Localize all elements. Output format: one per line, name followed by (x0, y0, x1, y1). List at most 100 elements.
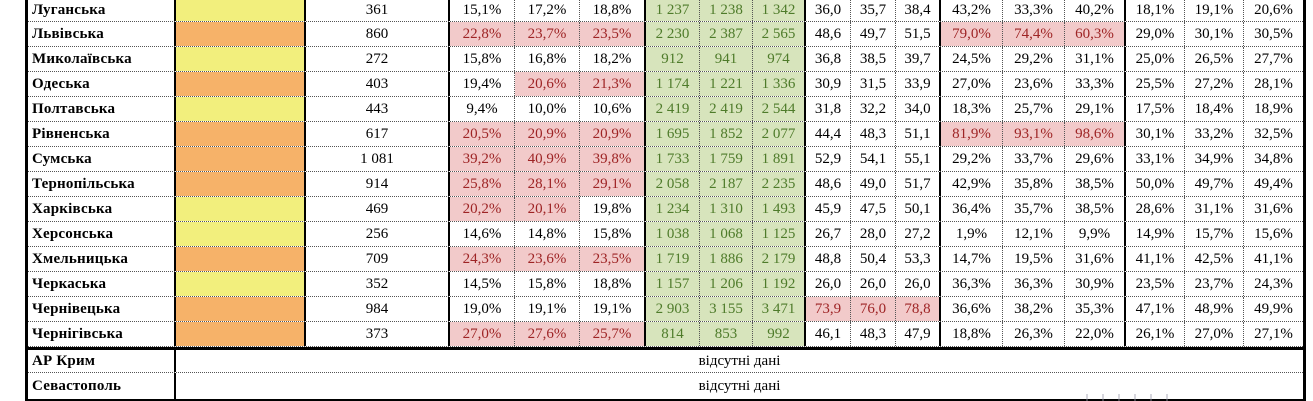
dec-cell: 44,4 (806, 122, 851, 146)
abs-cell: 3 471 (753, 297, 806, 321)
pct-cell: 29,1% (1065, 97, 1126, 121)
abs-cell: 1 493 (753, 197, 806, 221)
dec-cell: 48,3 (851, 322, 896, 346)
abs-cell: 1 695 (646, 122, 700, 146)
pct-cell: 18,3% (941, 97, 1003, 121)
dec-cell: 27,2 (896, 222, 941, 246)
dec-cell: 51,1 (896, 122, 941, 146)
fill-swatch-cell (176, 97, 306, 121)
abs-cell: 1 342 (753, 0, 806, 21)
dec-cell: 34,0 (896, 97, 941, 121)
merged-missing-data-cell: відсутні дані (698, 352, 781, 369)
count-cell: 256 (306, 222, 450, 246)
pct-cell: 9,4% (450, 97, 515, 121)
count-cell: 403 (306, 72, 450, 96)
count-cell: 272 (306, 47, 450, 71)
pct-cell: 30,9% (1065, 272, 1126, 296)
dec-cell: 26,0 (851, 272, 896, 296)
fill-swatch-cell (176, 222, 306, 246)
pct-cell: 27,1% (1254, 325, 1293, 342)
pct-cell: 49,9% (1254, 300, 1293, 317)
region-cell: Хмельницька (28, 247, 176, 271)
pct-cell: 34,9% (1185, 147, 1244, 171)
pct-cell: 31,6% (1065, 247, 1126, 271)
pct-cell: 1,9% (941, 222, 1003, 246)
pct-cell: 20,6% (515, 72, 580, 96)
region-cell: Севастополь (28, 373, 176, 399)
pct-cell: 20,2% (450, 197, 515, 221)
pct-cell: 15,6% (1254, 225, 1293, 242)
abs-cell: 2 544 (753, 97, 806, 121)
count-cell: 352 (306, 272, 450, 296)
pct-cell: 33,7% (1003, 147, 1065, 171)
table-row: Луганська 361 15,1% 17,2% 18,8% 1 237 1 238 1 3… (28, 0, 1303, 22)
pct-cell: 39,8% (580, 147, 646, 171)
pct-cell: 25,5% (1126, 72, 1185, 96)
pct-cell: 15,1% (450, 0, 515, 21)
pct-cell: 23,5% (1126, 272, 1185, 296)
dec-cell: 32,2 (851, 97, 896, 121)
abs-cell: 2 187 (700, 172, 753, 196)
dec-cell: 73,9 (806, 297, 851, 321)
dec-cell: 50,4 (851, 247, 896, 271)
pct-cell: 50,0% (1126, 172, 1185, 196)
pct-cell: 74,4% (1003, 22, 1065, 46)
abs-cell: 1 125 (753, 222, 806, 246)
pct-cell: 20,1% (515, 197, 580, 221)
abs-cell: 1 206 (700, 272, 753, 296)
pct-cell: 41,1% (1126, 247, 1185, 271)
region-cell: Харківська (28, 197, 176, 221)
pct-cell: 15,7% (1185, 222, 1244, 246)
pct-cell: 20,9% (515, 122, 580, 146)
abs-cell: 1 192 (753, 272, 806, 296)
pct-cell: 33,3% (1065, 72, 1126, 96)
fill-swatch-cell (176, 22, 306, 46)
dec-cell: 47,5 (851, 197, 896, 221)
pct-cell: 25,0% (1126, 47, 1185, 71)
fill-swatch-cell (176, 247, 306, 271)
pct-cell: 49,4% (1254, 175, 1293, 192)
pct-cell: 23,7% (515, 22, 580, 46)
table-row: Рівненська 617 20,5% 20,9% 20,9% 1 695 1 852 2 … (28, 122, 1303, 147)
pct-cell: 28,6% (1126, 197, 1185, 221)
pct-cell: 19,8% (580, 197, 646, 221)
pct-cell: 49,7% (1185, 172, 1244, 196)
pct-cell: 29,2% (1003, 47, 1065, 71)
pct-cell: 14,9% (1126, 222, 1185, 246)
fill-swatch-cell (176, 197, 306, 221)
abs-cell: 1 336 (753, 72, 806, 96)
pct-cell: 27,0% (941, 72, 1003, 96)
table-row: Львівська 860 22,8% 23,7% 23,5% 2 230 2 387 2 5… (28, 22, 1303, 47)
dec-cell: 26,7 (806, 222, 851, 246)
pct-cell: 40,9% (515, 147, 580, 171)
pct-cell: 18,8% (580, 272, 646, 296)
pct-cell: 31,1% (1065, 47, 1126, 71)
abs-cell: 992 (753, 322, 806, 346)
abs-cell: 2 903 (646, 297, 700, 321)
pct-cell: 30,5% (1254, 25, 1293, 42)
table-row: Севастополь відсутні дані (28, 373, 1303, 399)
region-cell: Полтавська (28, 97, 176, 121)
abs-cell: 2 235 (753, 172, 806, 196)
pct-cell: 38,2% (1003, 297, 1065, 321)
abs-cell: 2 058 (646, 172, 700, 196)
pct-cell: 16,8% (515, 47, 580, 71)
fill-swatch-cell (176, 147, 306, 171)
pct-cell: 27,7% (1254, 50, 1293, 67)
pct-cell: 18,1% (1126, 0, 1185, 21)
pct-cell: 20,5% (450, 122, 515, 146)
region-cell: Чернігівська (28, 322, 176, 346)
dec-cell: 26,0 (896, 272, 941, 296)
fill-swatch-cell (176, 0, 306, 21)
dec-cell: 33,9 (896, 72, 941, 96)
abs-cell: 1 891 (753, 147, 806, 171)
pct-cell: 15,8% (450, 47, 515, 71)
pct-cell: 29,1% (580, 172, 646, 196)
pct-cell: 29,0% (1126, 22, 1185, 46)
table-row: Херсонська 256 14,6% 14,8% 15,8% 1 038 1 068 1 … (28, 222, 1303, 247)
pct-cell: 40,2% (1065, 0, 1126, 21)
merged-missing-data-cell: відсутні дані (698, 377, 781, 394)
abs-cell: 2 419 (700, 97, 753, 121)
dec-cell: 36,0 (806, 0, 851, 21)
pct-cell: 17,2% (515, 0, 580, 21)
